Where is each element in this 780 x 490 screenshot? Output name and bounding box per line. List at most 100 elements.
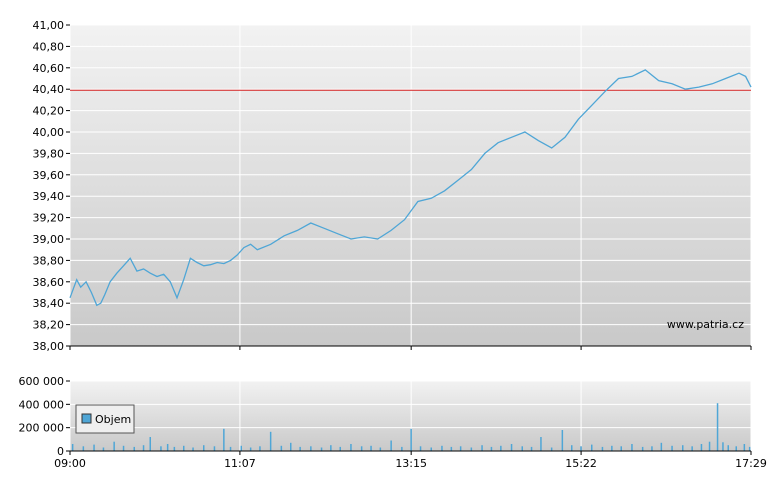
volume-bar: [708, 441, 711, 451]
volume-bar: [591, 444, 593, 451]
volume-bar: [240, 445, 242, 452]
volume-bar: [620, 446, 622, 451]
volume-bar: [133, 446, 135, 451]
volume-bar: [410, 428, 412, 451]
volume-bar: [611, 445, 613, 452]
volume-bar: [748, 446, 751, 451]
volume-bar: [550, 447, 553, 451]
volume-bar: [716, 403, 719, 451]
volume-bar: [490, 446, 493, 451]
volume-bar: [166, 444, 169, 451]
legend-label: Objem: [95, 413, 131, 426]
volume-bar: [601, 446, 604, 451]
volume-bar: [401, 446, 403, 451]
volume-bar: [310, 446, 312, 451]
price-y-tick-label: 38,60: [33, 276, 65, 289]
price-y-tick-label: 39,20: [33, 212, 65, 225]
volume-bar: [360, 446, 363, 451]
volume-bar: [280, 445, 283, 452]
volume-y-tick-label: 200 000: [19, 422, 65, 435]
legend: Objem: [75, 404, 135, 434]
volume-bar: [441, 445, 443, 452]
volume-bar: [299, 446, 301, 451]
price-y-tick-label: 39,80: [33, 147, 65, 160]
volume-y-tick-label: 400 000: [19, 398, 65, 411]
volume-bar: [350, 444, 352, 451]
volume-bar: [290, 442, 292, 451]
volume-bar: [122, 445, 125, 452]
volume-bar: [722, 442, 724, 452]
x-tick-label: 17:29: [735, 457, 767, 470]
volume-y-ticks: 0 200 000 400 000 600 000: [19, 375, 70, 458]
volume-bar: [142, 445, 145, 451]
price-y-tick-label: 39,40: [33, 190, 65, 203]
volume-bar: [173, 446, 176, 451]
volume-bar: [320, 447, 323, 451]
volume-bar: [631, 444, 633, 451]
legend-swatch: [81, 413, 92, 424]
price-y-tick-label: 40,20: [33, 105, 65, 118]
volume-bar: [370, 445, 372, 452]
volume-bar: [192, 447, 194, 451]
price-y-tick-label: 40,40: [33, 83, 65, 96]
volume-bar: [470, 447, 473, 451]
volume-panel: 0 200 000 400 000 600 000 09:00 11:07 13:15 15…: [19, 375, 767, 470]
volume-bar: [203, 445, 205, 451]
volume-bar: [213, 446, 216, 451]
price-series-line: [69, 69, 752, 307]
volume-bar: [540, 437, 542, 451]
volume-bar: [641, 446, 644, 451]
price-y-tick-label: 40,60: [33, 62, 65, 75]
x-tick-label: 11:07: [224, 457, 256, 470]
volume-bar: [113, 441, 115, 451]
price-panel: 38,00 38,20 38,40 38,60 38,80 39,00 39,20 39,40…: [33, 19, 752, 353]
volume-bar: [660, 442, 663, 451]
x-tick-label: 13:15: [395, 457, 427, 470]
volume-bar: [259, 446, 261, 451]
volume-bar: [459, 446, 462, 451]
volume-bar: [430, 447, 432, 451]
volume-bar: [183, 445, 185, 452]
volume-bar: [735, 446, 737, 451]
volume-bar: [510, 444, 513, 451]
price-y-tick-label: 40,80: [33, 40, 65, 53]
volume-bar: [561, 430, 564, 451]
volume-bar: [269, 431, 272, 452]
price-y-tick-label: 38,00: [33, 340, 65, 353]
volume-y-tick-label: 0: [57, 445, 64, 458]
volume-bar: [481, 445, 483, 451]
price-y-tick-label: 40,00: [33, 126, 65, 139]
x-tick-label: 15:22: [565, 457, 597, 470]
volume-bar: [571, 445, 573, 451]
volume-bar: [249, 447, 252, 451]
volume-bar: [521, 446, 523, 451]
volume-bar: [530, 446, 533, 451]
volume-bar: [682, 445, 684, 451]
volume-bar: [700, 444, 703, 451]
price-y-tick-label: 38,20: [33, 319, 65, 332]
volume-bar: [223, 428, 225, 451]
volume-bar: [727, 445, 729, 451]
volume-bar: [390, 440, 392, 451]
volume-bar: [330, 445, 332, 451]
volume-bar: [229, 446, 232, 451]
volume-bar: [93, 444, 95, 451]
volume-x-ticks: 09:00 11:07 13:15 15:22 17:29: [54, 451, 767, 470]
volume-bar: [450, 446, 453, 451]
price-plot-background: [70, 25, 751, 346]
volume-bar: [671, 445, 673, 452]
volume-bar: [339, 446, 341, 451]
volume-y-tick-label: 600 000: [19, 375, 65, 388]
price-y-tick-label: 38,80: [33, 254, 65, 267]
volume-bar: [651, 446, 653, 451]
credit-text: www.patria.cz: [667, 318, 744, 331]
volume-bar: [82, 446, 85, 451]
price-y-tick-label: 39,00: [33, 233, 65, 246]
volume-bar: [691, 446, 693, 451]
volume-bar: [419, 446, 422, 451]
volume-bars: [71, 403, 751, 452]
volume-bar: [160, 446, 162, 451]
volume-bar: [500, 445, 502, 452]
